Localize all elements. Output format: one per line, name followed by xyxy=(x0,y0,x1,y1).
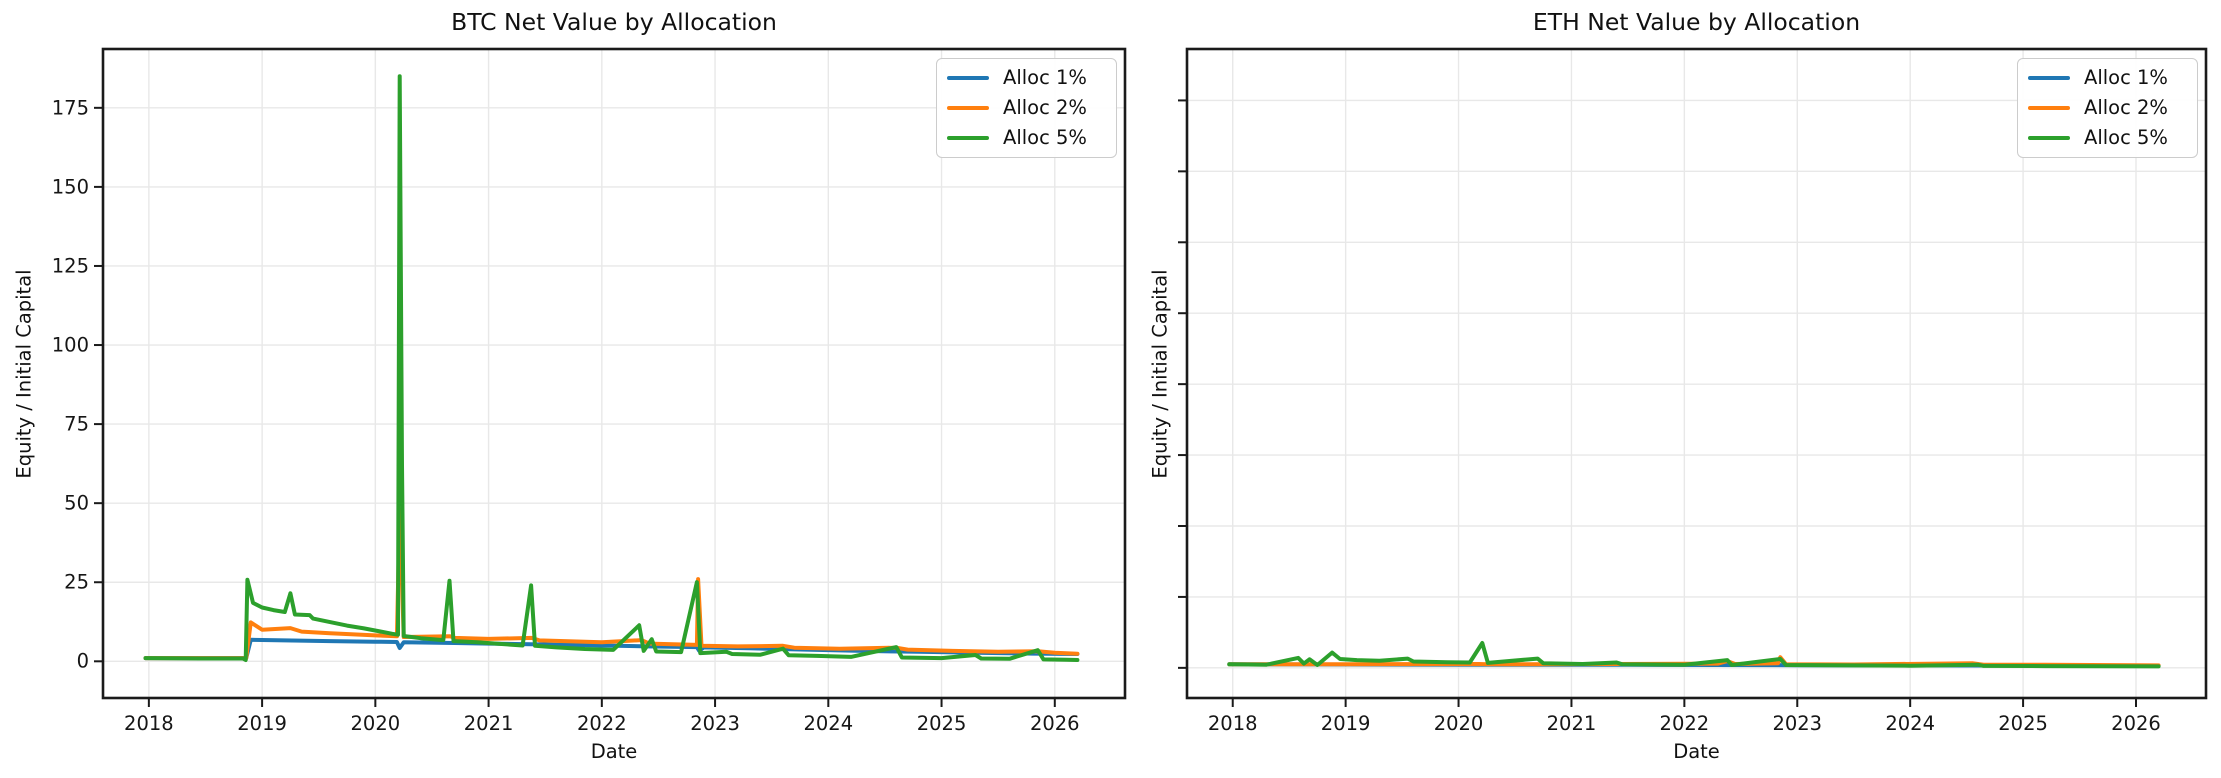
legend-entry: Alloc 2% xyxy=(2028,97,2185,119)
x-tick-label: 2023 xyxy=(1772,712,1823,735)
x-tick-label: 2025 xyxy=(1998,712,2048,735)
legend-label: Alloc 1% xyxy=(1003,66,1087,89)
y-tick-label: 150 xyxy=(51,175,89,199)
btc-x-axis-label: Date xyxy=(590,740,638,763)
y-tick-label: 175 xyxy=(51,96,89,120)
x-tick-label: 2022 xyxy=(1659,712,1710,735)
y-tick-label: 50 xyxy=(64,491,89,515)
btc-legend: Alloc 1% Alloc 2% Alloc 5% xyxy=(936,58,1117,158)
legend-entry: Alloc 5% xyxy=(2028,127,2185,149)
legend-line-swatch xyxy=(947,75,989,81)
y-tick-label: 125 xyxy=(51,254,89,278)
x-tick-label: 2020 xyxy=(1433,712,1484,735)
eth-y-axis-label: Equity / Initial Capital xyxy=(1148,268,1172,479)
legend-label: Alloc 1% xyxy=(2084,66,2168,89)
btc-chart-title: BTC Net Value by Allocation xyxy=(451,8,777,36)
x-tick-label: 2023 xyxy=(690,712,740,735)
legend-entry: Alloc 5% xyxy=(947,127,1104,149)
legend-line-swatch xyxy=(2028,135,2070,141)
y-tick-label: 75 xyxy=(64,412,89,436)
x-tick-label: 2025 xyxy=(916,712,967,735)
x-tick-label: 2018 xyxy=(124,712,174,735)
eth-x-axis-label: Date xyxy=(1673,740,1720,763)
legend-line-swatch xyxy=(947,135,989,141)
legend-line-swatch xyxy=(2028,105,2070,111)
series-line-alloc-5- xyxy=(1227,641,2161,669)
x-tick-label: 2020 xyxy=(350,712,401,735)
legend-label: Alloc 5% xyxy=(2084,126,2168,149)
x-tick-label: 2021 xyxy=(1546,712,1597,735)
series-line-alloc-2- xyxy=(143,507,1080,661)
legend-label: Alloc 2% xyxy=(1003,96,1087,119)
y-tick-label: 25 xyxy=(64,570,89,594)
x-tick-label: 2018 xyxy=(1207,712,1258,735)
eth-chart-title: ETH Net Value by Allocation xyxy=(1532,8,1861,36)
series-line-alloc-5- xyxy=(143,74,1080,662)
legend-entry: Alloc 1% xyxy=(947,67,1104,89)
y-tick-label: 100 xyxy=(51,333,89,357)
legend-label: Alloc 5% xyxy=(1003,126,1087,149)
legend-line-swatch xyxy=(947,105,989,111)
x-tick-label: 2022 xyxy=(576,712,627,735)
x-tick-label: 2019 xyxy=(237,712,287,735)
x-tick-label: 2021 xyxy=(463,712,514,735)
series-line-alloc-1- xyxy=(143,637,1080,661)
legend-line-swatch xyxy=(2028,75,2070,81)
x-tick-label: 2024 xyxy=(1885,712,1935,735)
legend-label: Alloc 2% xyxy=(2084,96,2168,119)
legend-entry: Alloc 1% xyxy=(2028,67,2185,89)
y-tick-label: 0 xyxy=(76,649,89,673)
eth-legend: Alloc 1% Alloc 2% Alloc 5% xyxy=(2017,58,2198,158)
x-tick-label: 2024 xyxy=(803,712,854,735)
x-tick-label: 2026 xyxy=(2111,712,2161,735)
series-line-alloc-2- xyxy=(1227,655,2161,668)
legend-entry: Alloc 2% xyxy=(947,97,1104,119)
btc-y-axis-label: Equity / Initial Capital xyxy=(12,268,36,479)
series-line-alloc-1- xyxy=(1227,662,2161,668)
x-tick-label: 2019 xyxy=(1320,712,1371,735)
x-tick-label: 2026 xyxy=(1029,712,1080,735)
